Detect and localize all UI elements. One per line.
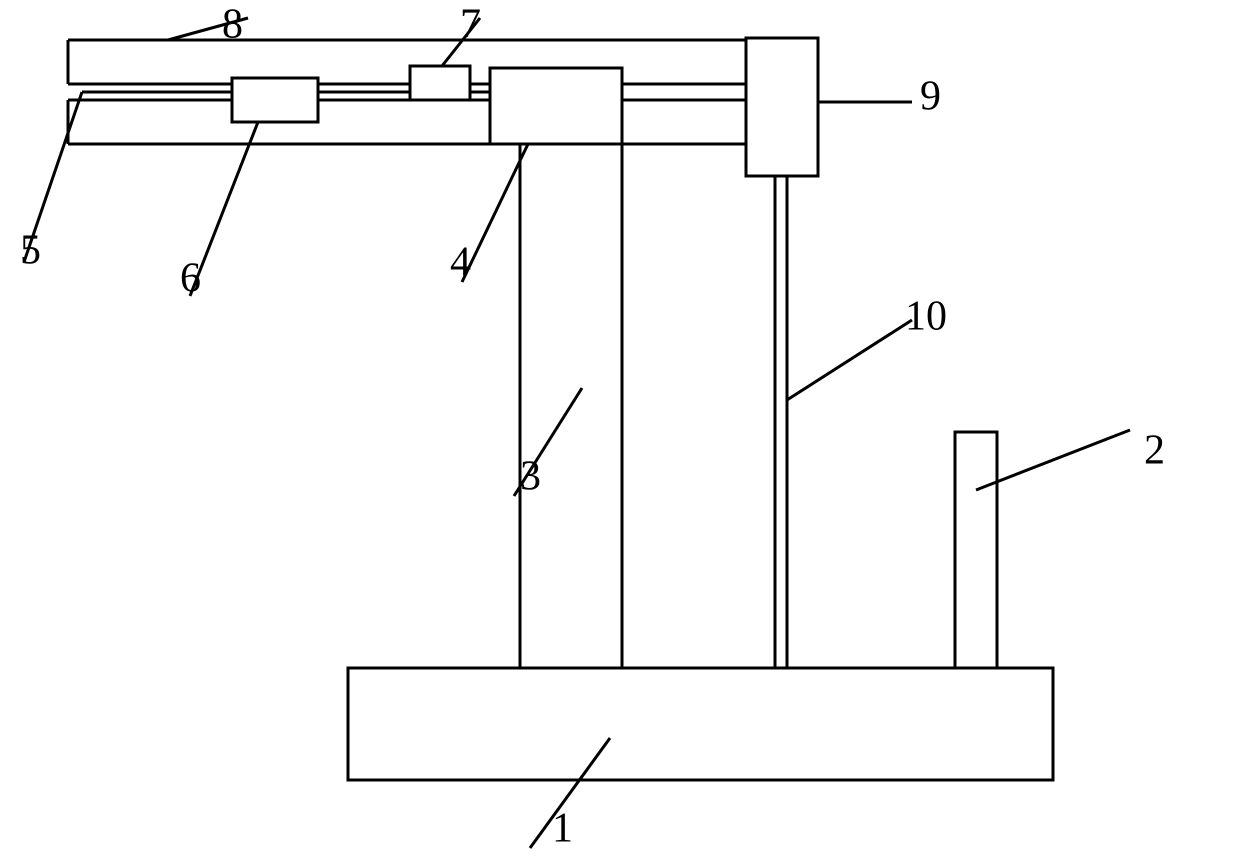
block-4: [490, 68, 622, 144]
leader-2: [976, 430, 1130, 490]
short-pillar: [955, 432, 997, 668]
leader-4: [462, 144, 528, 282]
label-8: 8: [222, 2, 243, 48]
label-2: 2: [1144, 428, 1165, 474]
base-plate: [348, 668, 1053, 780]
label-9: 9: [920, 74, 941, 120]
block-9: [746, 38, 818, 176]
label-10: 10: [905, 294, 947, 340]
diagram-svg: 1 2 3 4 5 6 7 8 9 10: [0, 0, 1240, 865]
label-4: 4: [450, 240, 471, 286]
block-7: [410, 66, 470, 100]
label-1: 1: [552, 806, 573, 852]
label-3: 3: [520, 454, 541, 500]
block-6: [232, 78, 318, 122]
leader-10: [787, 320, 912, 400]
label-7: 7: [460, 2, 481, 48]
diagram-container: 1 2 3 4 5 6 7 8 9 10: [0, 0, 1240, 865]
label-5: 5: [20, 228, 41, 274]
label-6: 6: [180, 256, 201, 302]
